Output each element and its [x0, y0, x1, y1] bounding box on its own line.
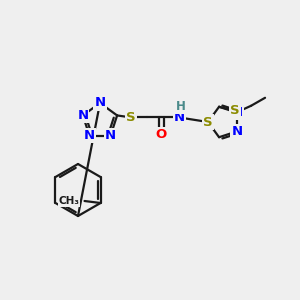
Text: N: N: [84, 129, 95, 142]
Text: O: O: [155, 128, 167, 141]
Text: N: N: [105, 129, 116, 142]
Text: N: N: [231, 125, 242, 138]
Text: N: N: [77, 109, 88, 122]
Text: N: N: [174, 111, 185, 124]
Text: N: N: [231, 106, 242, 119]
Text: H: H: [176, 100, 186, 113]
Text: S: S: [126, 111, 136, 124]
Text: S: S: [203, 116, 213, 128]
Text: CH₃: CH₃: [58, 196, 80, 206]
Text: S: S: [230, 104, 240, 117]
Text: N: N: [94, 97, 106, 110]
